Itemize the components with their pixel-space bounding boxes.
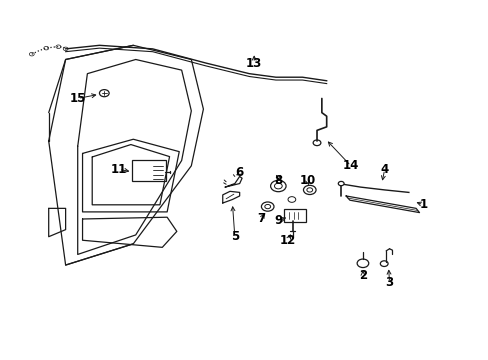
Text: 14: 14 (342, 159, 358, 172)
Text: 7: 7 (257, 212, 265, 225)
Text: 9: 9 (274, 214, 282, 227)
Text: 8: 8 (274, 174, 282, 186)
Text: 12: 12 (279, 234, 296, 247)
Text: 6: 6 (235, 166, 244, 179)
Text: 13: 13 (245, 57, 262, 69)
Circle shape (338, 181, 344, 186)
Text: 11: 11 (110, 163, 127, 176)
Text: 2: 2 (358, 269, 366, 282)
Text: 3: 3 (385, 276, 393, 289)
Text: 5: 5 (230, 230, 239, 243)
Text: 15: 15 (69, 92, 86, 105)
Text: 10: 10 (299, 174, 315, 186)
Text: 4: 4 (380, 163, 388, 176)
Text: 1: 1 (418, 198, 427, 211)
